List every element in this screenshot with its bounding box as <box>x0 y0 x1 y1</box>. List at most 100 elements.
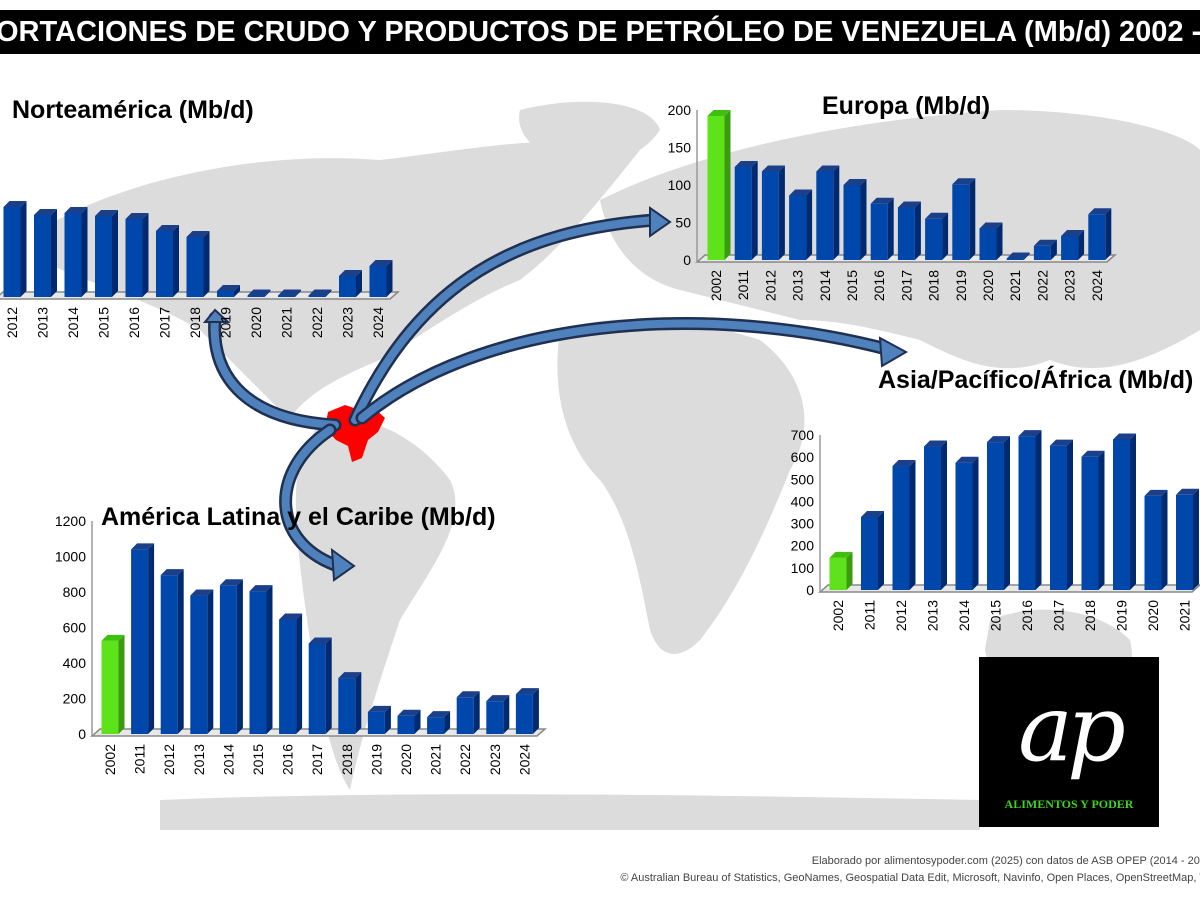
latin-america-x-tick-label: 2015 <box>250 744 266 775</box>
asia-y-tick-label: 300 <box>791 516 815 532</box>
europe-bar-side <box>1078 230 1085 260</box>
latin-america-x-tick-label: 2024 <box>516 744 532 775</box>
asia-bar-2013 <box>924 446 941 590</box>
asia-floor <box>818 584 1200 593</box>
asia-x-tick-label: 2021 <box>1177 600 1193 631</box>
europe-bar-top <box>925 212 949 219</box>
asia-bar-side <box>1193 488 1199 590</box>
europe-y-tick-label: 50 <box>675 215 691 231</box>
north-america-bar-2020 <box>247 295 265 297</box>
asia-bar-2019 <box>1113 439 1130 590</box>
latin-america-bar-side <box>355 672 362 734</box>
europe-x-tick-label: 2012 <box>762 270 778 301</box>
asia-bar-2015 <box>987 442 1004 590</box>
chart-title-north-america: Norteamérica (Mb/d) <box>12 96 254 124</box>
north-america-bar-2013 <box>34 215 51 297</box>
latin-america-bar-2018 <box>338 678 356 734</box>
europe-bar-side <box>1023 252 1030 260</box>
north-america-bar-top <box>3 201 27 207</box>
asia-bar-side <box>941 440 947 590</box>
latin-america-bar-side <box>325 637 332 734</box>
asia-y-tick-label: 600 <box>791 449 815 465</box>
europe-bar-top <box>1061 230 1085 236</box>
latin-america-bar-top <box>308 637 332 644</box>
europe-bar-side <box>942 212 949 260</box>
europe-bar-top <box>816 165 840 172</box>
north-america-bar-side <box>325 289 332 297</box>
europe-y-tick-label: 200 <box>668 102 692 118</box>
charts-layer: 2012 2013 2014 2015 2016 2017 2018 2019 2020 2021… <box>0 102 1200 775</box>
europe-bar-side <box>1050 239 1057 260</box>
credit-map: © Australian Bureau of Statistics, GeoNa… <box>620 872 1200 884</box>
europe-x-tick-label: 2024 <box>1089 270 1105 301</box>
north-america-bar-2016 <box>125 219 143 297</box>
north-america-bar-top <box>95 210 118 216</box>
asia-x-tick-label: 2016 <box>1019 600 1035 631</box>
north-america-bar-side <box>356 270 362 297</box>
north-america-bar-top <box>339 270 362 276</box>
asia-y-tick-label: 200 <box>791 538 815 554</box>
europe-bar-2017 <box>897 207 915 260</box>
north-america-bar-side <box>51 209 57 297</box>
latin-america-bar-side <box>384 705 391 734</box>
europe-bar-side <box>887 197 894 260</box>
north-america-bar-top <box>64 207 88 213</box>
asia-bar-2012 <box>892 466 910 590</box>
europe-bar-2019 <box>952 184 970 260</box>
logo-brand: ALIMENTOS Y PODER <box>1004 797 1134 811</box>
north-america-x-tick-label: 2017 <box>157 307 173 338</box>
north-america-bar-2021 <box>278 295 295 297</box>
europe-bar-side <box>996 222 1003 260</box>
europe-x-tick-label: 2020 <box>980 270 996 301</box>
north-america-x-tick-label: 2013 <box>35 307 51 338</box>
north-america-bar-side <box>203 231 210 297</box>
north-america-bar-top <box>156 225 179 231</box>
latin-america-bar-top <box>515 688 539 695</box>
latin-america-bar-side <box>207 589 214 734</box>
latin-america-bar-2002 <box>101 640 119 734</box>
latin-america-bar-side <box>148 543 155 734</box>
north-america-x-tick-label: 2021 <box>279 307 295 338</box>
north-america-x-tick-label: 2018 <box>187 307 203 338</box>
europe-bar-top <box>952 178 976 185</box>
asia-bar-side <box>972 456 979 590</box>
europe-bar-side <box>806 189 813 260</box>
latin-america-y-tick-label: 600 <box>63 620 87 636</box>
europe-x-tick-label: 2019 <box>953 270 969 301</box>
asia-x-tick-label: 2019 <box>1114 600 1130 631</box>
asia-bar-side <box>909 460 916 590</box>
north-america-bar-top <box>125 213 149 219</box>
latin-america-x-tick-label: 2023 <box>487 744 503 775</box>
north-america-bar-side <box>234 285 240 297</box>
latin-america-x-tick-label: 2022 <box>457 744 473 775</box>
north-america-bar-2018 <box>186 237 204 297</box>
north-america-bar-2015 <box>95 216 112 297</box>
latin-america-x-tick-label: 2018 <box>339 744 355 775</box>
latin-america-bar-2013 <box>190 595 208 734</box>
latin-america-bar-top <box>367 705 391 712</box>
latin-america-bar-2024 <box>515 694 533 734</box>
latin-america-bar-2019 <box>367 711 385 734</box>
asia-bar-side <box>846 551 853 590</box>
greenland-landmass <box>519 101 660 164</box>
asia-bar-side <box>1130 433 1136 590</box>
europe-bar-side <box>724 110 731 260</box>
latin-america-bar-top <box>397 709 421 716</box>
europe-bar-top <box>789 189 813 196</box>
north-america-bar-top <box>217 285 240 291</box>
asia-bar-side <box>878 510 884 590</box>
latin-america-bar-side <box>444 711 451 734</box>
asia-bar-top <box>1018 430 1042 437</box>
asia-bar-top <box>829 551 853 558</box>
north-america-bar-side <box>173 225 179 297</box>
asia-x-tick-label: 2012 <box>893 600 909 631</box>
europe-y-tick-label: 150 <box>668 140 692 156</box>
north-america-bar-side <box>20 201 27 297</box>
latin-america-bar-top <box>279 613 303 620</box>
asia-bar-top <box>987 436 1010 443</box>
africa-landmass <box>557 319 805 654</box>
europe-y-tick-label: 100 <box>668 177 692 193</box>
latin-america-bar-side <box>118 634 125 734</box>
latin-america-bar-top <box>486 695 510 702</box>
